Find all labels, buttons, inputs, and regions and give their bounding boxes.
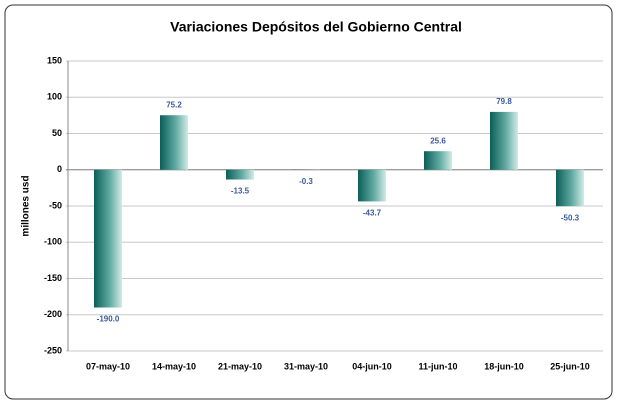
chart-title: Variaciones Depósitos del Gobierno Centr… <box>170 19 462 35</box>
x-tick-label: 14-may-10 <box>152 361 196 371</box>
value-label: -190.0 <box>97 315 120 324</box>
value-label: 25.6 <box>430 136 446 145</box>
y-axis-label: millones usd <box>21 175 32 236</box>
x-tick-label: 07-may-10 <box>86 361 130 371</box>
y-tick-label: 50 <box>52 128 62 138</box>
value-label: -43.7 <box>363 209 382 218</box>
bar <box>160 115 188 170</box>
bar <box>358 170 386 202</box>
bar <box>226 170 254 180</box>
y-tick-label: 150 <box>47 55 62 65</box>
y-tick-label: -50 <box>49 200 62 210</box>
bar <box>556 170 584 206</box>
value-label: -13.5 <box>231 187 250 196</box>
value-label: 75.2 <box>166 100 182 109</box>
y-tick-label: 0 <box>57 164 62 174</box>
value-label: -50.3 <box>561 213 580 222</box>
bar <box>424 151 452 170</box>
value-label: -0.3 <box>299 177 313 186</box>
x-tick-label: 04-jun-10 <box>352 361 392 371</box>
x-tick-label: 25-jun-10 <box>550 361 590 371</box>
y-tick-label: -200 <box>44 309 62 319</box>
value-label: 79.8 <box>496 97 512 106</box>
x-tick-label: 21-may-10 <box>218 361 262 371</box>
y-tick-label: -150 <box>44 273 62 283</box>
bar <box>94 170 122 308</box>
bar <box>490 112 518 170</box>
x-tick-label: 18-jun-10 <box>484 361 524 371</box>
x-tick-label: 31-may-10 <box>284 361 328 371</box>
y-tick-label: -250 <box>44 345 62 355</box>
x-tick-label: 11-jun-10 <box>418 361 457 371</box>
y-tick-label: -100 <box>44 237 62 247</box>
y-tick-label: 100 <box>47 92 62 102</box>
